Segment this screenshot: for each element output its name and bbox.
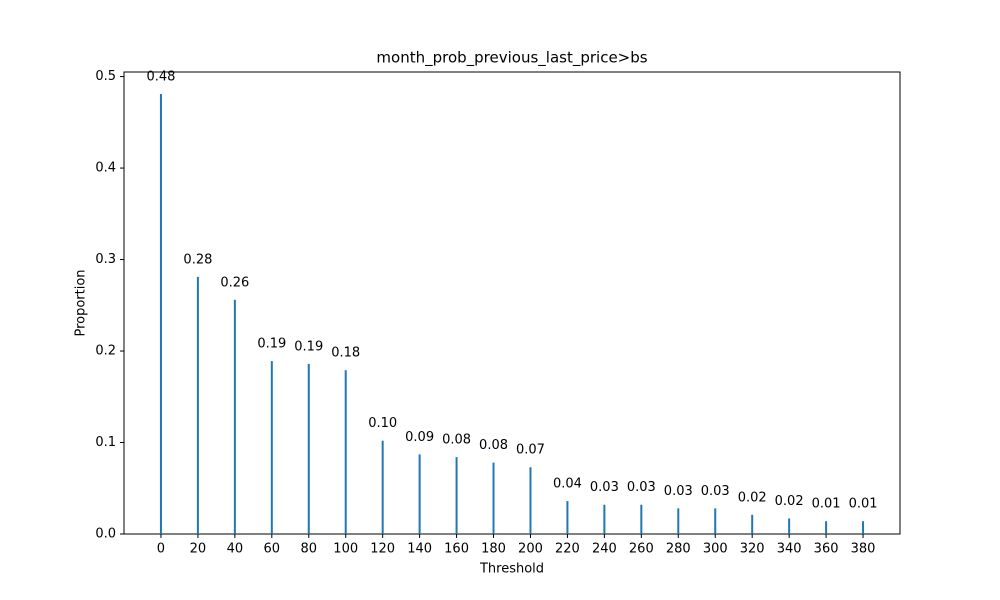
x-tick-label: 0	[157, 542, 165, 557]
value-label: 0.02	[738, 490, 767, 505]
bar	[862, 521, 865, 534]
bar	[529, 467, 532, 534]
y-axis-label: Proportion	[74, 269, 89, 336]
value-label: 0.26	[220, 275, 249, 290]
bar	[159, 93, 162, 535]
bar	[677, 508, 680, 534]
value-label: 0.08	[442, 433, 471, 448]
y-tick-label: 0.1	[95, 435, 116, 450]
value-label: 0.02	[775, 494, 804, 509]
bar	[418, 454, 421, 534]
value-label: 0.01	[849, 497, 878, 512]
bar	[455, 457, 458, 534]
x-axis-label: Threshold	[479, 562, 544, 577]
x-tick-label: 260	[629, 542, 654, 557]
x-tick-label: 380	[851, 542, 876, 557]
x-tick-label: 80	[300, 542, 317, 557]
bar	[788, 518, 791, 534]
bar	[566, 501, 569, 534]
bar	[196, 276, 199, 534]
x-tick-label: 340	[777, 542, 802, 557]
bar	[751, 514, 754, 534]
bar	[825, 521, 828, 534]
value-label: 0.19	[257, 337, 286, 352]
value-label: 0.03	[590, 480, 619, 495]
value-label: 0.03	[701, 484, 730, 499]
x-tick-label: 140	[407, 542, 432, 557]
value-label: 0.28	[183, 252, 212, 267]
bar	[714, 508, 717, 534]
bar	[270, 361, 273, 534]
bar	[640, 504, 643, 534]
x-tick-label: 200	[518, 542, 543, 557]
x-tick-label: 240	[592, 542, 617, 557]
x-tick-label: 120	[370, 542, 395, 557]
x-tick-label: 300	[703, 542, 728, 557]
x-tick-label: 360	[814, 542, 839, 557]
y-tick-label: 0.5	[95, 69, 116, 84]
bar	[492, 462, 495, 534]
value-label: 0.08	[479, 438, 508, 453]
x-tick-label: 160	[444, 542, 469, 557]
value-label: 0.10	[368, 416, 397, 431]
x-tick-label: 220	[555, 542, 580, 557]
bar	[381, 440, 384, 534]
chart-title: month_prob_previous_last_price>bs	[376, 49, 647, 68]
x-tick-label: 100	[333, 542, 358, 557]
value-label: 0.18	[331, 346, 360, 361]
y-tick-label: 0.0	[95, 527, 116, 542]
x-tick-label: 280	[666, 542, 691, 557]
value-label: 0.07	[516, 443, 545, 458]
value-label: 0.48	[146, 69, 175, 84]
x-tick-label: 180	[481, 542, 506, 557]
value-label: 0.09	[405, 430, 434, 445]
y-tick-label: 0.4	[95, 161, 116, 176]
plot-frame	[123, 71, 901, 535]
y-tick-label: 0.3	[95, 252, 116, 267]
bar	[344, 370, 347, 534]
value-label: 0.19	[294, 339, 323, 354]
value-label: 0.03	[664, 484, 693, 499]
bar	[603, 504, 606, 534]
y-tick-label: 0.2	[95, 344, 116, 359]
value-label: 0.04	[553, 477, 582, 492]
x-tick-label: 40	[227, 542, 244, 557]
value-label: 0.03	[627, 480, 656, 495]
x-tick-label: 320	[740, 542, 765, 557]
bar	[233, 299, 236, 534]
x-tick-label: 20	[190, 542, 207, 557]
x-tick-label: 60	[264, 542, 281, 557]
value-label: 0.01	[812, 497, 841, 512]
bar	[307, 363, 310, 534]
